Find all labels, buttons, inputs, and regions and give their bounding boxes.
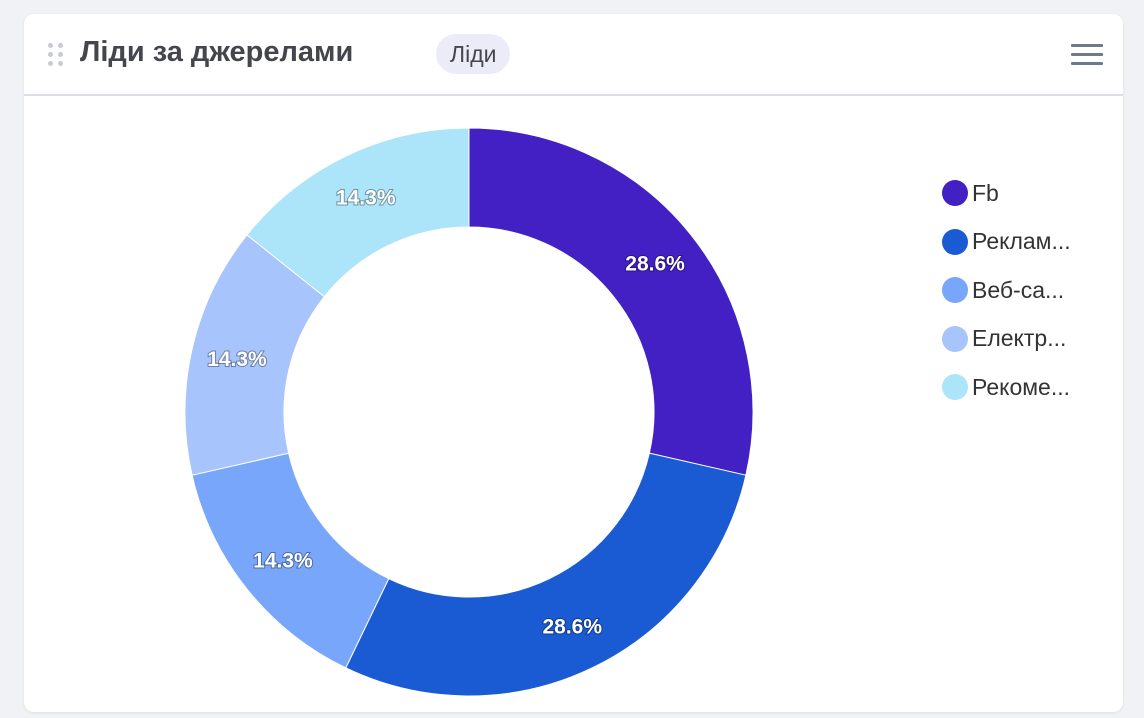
data-label: 14.3% [336,187,396,210]
hamburger-menu-icon[interactable] [1071,44,1103,66]
legend-marker [942,374,968,401]
legend-item[interactable]: Веб-са... [942,266,1071,315]
legend-marker [942,228,968,255]
category-badge: Ліди [436,34,511,74]
slice-1[interactable] [345,452,747,697]
slice-4[interactable] [246,127,470,298]
data-label: 28.6% [625,253,685,276]
legend-item[interactable]: Реклам... [942,218,1071,267]
legend-label: Реклам... [972,228,1071,255]
drag-handle-icon[interactable] [48,43,64,67]
legend-marker [942,180,968,207]
chart-legend: Fb Реклам... Веб-са... Електр... Рекоме... [942,169,1071,412]
legend-label: Fb [972,179,999,206]
legend-item[interactable]: Електр... [942,315,1071,364]
data-label: 28.6% [542,615,602,638]
chart-card: Ліди за джерелами Ліди 28.6% 28.6% 14.3% 14… [24,14,1123,712]
legend-item[interactable]: Рекоме... [942,363,1071,412]
card-title: Ліди за джерелами [80,36,354,68]
legend-label: Рекоме... [972,373,1071,400]
legend-label: Веб-са... [972,276,1065,303]
legend-marker [942,325,968,352]
donut-chart: 28.6% 28.6% 14.3% 14.3% 14.3% [184,127,754,697]
legend-item[interactable]: Fb [942,169,1071,218]
data-label: 14.3% [253,549,313,572]
slice-0[interactable] [468,127,754,476]
legend-marker [942,277,968,304]
legend-label: Електр... [972,325,1067,352]
data-label: 14.3% [207,348,267,371]
card-header: Ліди за джерелами Ліди [24,14,1123,96]
